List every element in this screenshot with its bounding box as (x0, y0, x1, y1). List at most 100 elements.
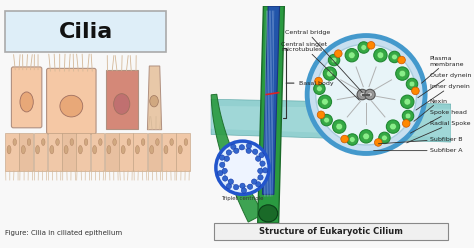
Circle shape (231, 144, 236, 150)
Ellipse shape (164, 146, 168, 154)
Circle shape (349, 137, 355, 142)
Text: Spoke head: Spoke head (410, 110, 467, 133)
Circle shape (314, 83, 325, 94)
Circle shape (406, 78, 418, 90)
Circle shape (307, 35, 425, 154)
Polygon shape (211, 106, 451, 137)
Ellipse shape (141, 139, 145, 146)
Circle shape (219, 155, 225, 160)
Circle shape (363, 133, 369, 140)
Text: Subfiber A: Subfiber A (374, 148, 462, 153)
Circle shape (379, 132, 390, 144)
Ellipse shape (60, 95, 83, 117)
Ellipse shape (50, 146, 54, 154)
Ellipse shape (184, 139, 188, 146)
Circle shape (361, 45, 366, 50)
FancyBboxPatch shape (5, 133, 19, 171)
Circle shape (359, 130, 373, 143)
Ellipse shape (114, 94, 130, 114)
Circle shape (247, 184, 253, 189)
Text: Figure: Cilia in ciliated epithelium: Figure: Cilia in ciliated epithelium (5, 230, 122, 236)
Ellipse shape (78, 146, 82, 154)
Ellipse shape (21, 146, 25, 154)
Circle shape (398, 56, 405, 64)
Ellipse shape (136, 146, 139, 154)
Polygon shape (263, 6, 280, 194)
Ellipse shape (127, 139, 131, 146)
Ellipse shape (150, 95, 158, 107)
Circle shape (390, 123, 396, 130)
Ellipse shape (178, 146, 182, 154)
FancyBboxPatch shape (5, 11, 166, 52)
Circle shape (258, 175, 263, 180)
Circle shape (318, 95, 332, 108)
Circle shape (377, 52, 384, 59)
Circle shape (346, 134, 358, 145)
Circle shape (345, 49, 358, 62)
Ellipse shape (56, 139, 59, 146)
Circle shape (327, 70, 333, 77)
Polygon shape (211, 94, 264, 222)
Circle shape (240, 183, 245, 188)
Circle shape (255, 182, 261, 187)
Circle shape (216, 141, 269, 194)
Circle shape (223, 149, 262, 187)
FancyBboxPatch shape (214, 223, 448, 240)
Ellipse shape (113, 139, 117, 146)
Circle shape (317, 86, 322, 92)
FancyBboxPatch shape (34, 133, 47, 171)
Circle shape (218, 170, 223, 176)
Circle shape (401, 95, 414, 108)
Text: Nexin: Nexin (414, 99, 448, 121)
Circle shape (315, 77, 322, 85)
Ellipse shape (99, 139, 102, 146)
FancyBboxPatch shape (119, 133, 133, 171)
Text: Central singlet
microtubules: Central singlet microtubules (282, 42, 359, 100)
Circle shape (386, 120, 400, 133)
Ellipse shape (64, 146, 68, 154)
Circle shape (348, 52, 355, 59)
Circle shape (222, 168, 228, 174)
Text: Inner dynein: Inner dynein (416, 84, 470, 110)
Text: Outer dynein: Outer dynein (418, 73, 471, 98)
Circle shape (234, 148, 239, 154)
Ellipse shape (259, 205, 278, 222)
Circle shape (331, 57, 337, 63)
Ellipse shape (20, 92, 33, 112)
Polygon shape (258, 6, 284, 223)
Circle shape (251, 179, 257, 184)
Ellipse shape (92, 146, 97, 154)
FancyBboxPatch shape (46, 68, 96, 134)
Circle shape (382, 135, 387, 141)
Ellipse shape (170, 139, 173, 146)
Ellipse shape (7, 146, 11, 154)
Circle shape (321, 114, 332, 126)
Text: Plasma
membrane: Plasma membrane (421, 56, 465, 83)
FancyBboxPatch shape (62, 133, 76, 171)
Circle shape (405, 113, 411, 119)
FancyBboxPatch shape (48, 133, 62, 171)
Circle shape (241, 188, 246, 193)
FancyBboxPatch shape (133, 133, 147, 171)
Circle shape (258, 168, 263, 174)
Ellipse shape (42, 139, 45, 146)
FancyBboxPatch shape (91, 133, 104, 171)
Circle shape (253, 149, 258, 154)
Ellipse shape (36, 146, 39, 154)
Ellipse shape (13, 139, 17, 146)
Circle shape (228, 179, 234, 184)
Ellipse shape (84, 139, 88, 146)
Ellipse shape (107, 146, 111, 154)
FancyBboxPatch shape (106, 70, 138, 129)
Circle shape (321, 98, 328, 105)
Ellipse shape (155, 139, 159, 146)
Text: Central bridge: Central bridge (285, 30, 362, 93)
Circle shape (374, 49, 387, 62)
Circle shape (317, 111, 325, 119)
Circle shape (222, 176, 228, 181)
Circle shape (233, 185, 239, 190)
Circle shape (246, 143, 252, 149)
Circle shape (367, 92, 372, 97)
Circle shape (335, 50, 342, 58)
Circle shape (260, 161, 265, 166)
